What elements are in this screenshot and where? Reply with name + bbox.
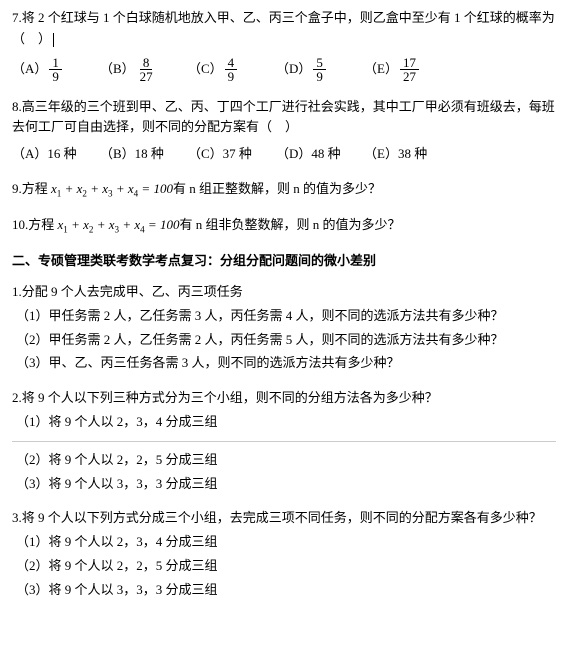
problem-2: 2.将 9 个人以下列三种方式分为三个小组，则不同的分组方法各为多少种？ （1）… (12, 388, 556, 494)
question-10: 10.方程 x1 + x2 + x3 + x4 = 100有 n 组非负整数解，… (12, 215, 556, 237)
q7-text: 7.将 2 个红球与 1 个白球随机地放入甲、乙、丙三个盒子中，则乙盒中至少有 … (12, 8, 556, 50)
q10-formula: x1 + x2 + x3 + x4 = 100 (58, 217, 180, 232)
p2-sub2: （2）将 9 个人以 2，2，5 分成三组 (16, 450, 556, 471)
option-label: （D） (276, 144, 311, 165)
q8-option-b: （B）18 种 (100, 144, 180, 165)
q7-option-a: （A） 19 (12, 56, 92, 83)
option-value: 18 种 (135, 144, 164, 165)
fraction: 49 (225, 56, 238, 83)
p1-sub3: （3）甲、乙、丙三任务各需 3 人，则不同的选派方法共有多少种？ (16, 353, 556, 374)
p1-sub1: （1）甲任务需 2 人，乙任务需 3 人，丙任务需 4 人，则不同的选派方法共有… (16, 306, 556, 327)
option-value: 48 种 (311, 144, 340, 165)
problem-3: 3.将 9 个人以下列方式分成三个小组，去完成三项不同任务，则不同的分配方案各有… (12, 508, 556, 600)
q8-options: （A）16 种 （B）18 种 （C）37 种 （D）48 种 （E）38 种 (12, 144, 556, 165)
q8-text: 8.高三年级的三个班到甲、乙、丙、丁四个工厂进行社会实践，其中工厂甲必须有班级去… (12, 97, 556, 139)
option-label: （C） (188, 144, 223, 165)
p1-text: 1.分配 9 个人去完成甲、乙、丙三项任务 (12, 282, 556, 303)
option-label: （D） (276, 59, 311, 80)
question-7: 7.将 2 个红球与 1 个白球随机地放入甲、乙、丙三个盒子中，则乙盒中至少有 … (12, 8, 556, 83)
q10-prefix: 10.方程 (12, 217, 58, 232)
q7-option-b: （B） 827 (100, 56, 180, 83)
q8-option-a: （A）16 种 (12, 144, 92, 165)
option-value: 38 种 (398, 144, 427, 165)
option-value: 16 种 (47, 144, 76, 165)
q8-option-c: （C）37 种 (188, 144, 268, 165)
fraction: 59 (313, 56, 326, 83)
section-2-title: 二、专硕管理类联考数学考点复习：分组分配问题间的微小差别 (12, 251, 556, 272)
question-9: 9.方程 x1 + x2 + x3 + x4 = 100有 n 组正整数解，则 … (12, 179, 556, 201)
option-label: （A） (12, 144, 47, 165)
option-label: （C） (188, 59, 223, 80)
p1-sub2: （2）甲任务需 2 人，乙任务需 2 人，丙任务需 5 人，则不同的选派方法共有… (16, 330, 556, 351)
option-label: （B） (100, 144, 135, 165)
option-value: 37 种 (223, 144, 252, 165)
p3-sub2: （2）将 9 个人以 2，2，5 分成三组 (16, 556, 556, 577)
divider (12, 441, 556, 442)
q7-options: （A） 19 （B） 827 （C） 49 （D） 59 （E） 1727 (12, 56, 556, 83)
option-label: （E） (364, 59, 398, 80)
q9-formula: x1 + x2 + x3 + x4 = 100 (51, 181, 173, 196)
fraction: 827 (137, 56, 156, 83)
q9-prefix: 9.方程 (12, 181, 51, 196)
fraction: 1727 (400, 56, 419, 83)
q7-option-d: （D） 59 (276, 56, 356, 83)
option-label: （B） (100, 59, 135, 80)
q8-option-e: （E）38 种 (364, 144, 444, 165)
option-label: （A） (12, 59, 47, 80)
q10-suffix: 有 n 组非负整数解，则 n 的值为多少？ (179, 217, 400, 232)
cursor (53, 33, 54, 47)
p3-sub3: （3）将 9 个人以 3，3，3 分成三组 (16, 580, 556, 601)
p2-text: 2.将 9 个人以下列三种方式分为三个小组，则不同的分组方法各为多少种？ (12, 388, 556, 409)
q7-stem: 7.将 2 个红球与 1 个白球随机地放入甲、乙、丙三个盒子中，则乙盒中至少有 … (12, 10, 555, 46)
question-8: 8.高三年级的三个班到甲、乙、丙、丁四个工厂进行社会实践，其中工厂甲必须有班级去… (12, 97, 556, 165)
p3-text: 3.将 9 个人以下列方式分成三个小组，去完成三项不同任务，则不同的分配方案各有… (12, 508, 556, 529)
q7-option-c: （C） 49 (188, 56, 268, 83)
option-label: （E） (364, 144, 398, 165)
q9-suffix: 有 n 组正整数解，则 n 的值为多少？ (173, 181, 381, 196)
problem-1: 1.分配 9 个人去完成甲、乙、丙三项任务 （1）甲任务需 2 人，乙任务需 3… (12, 282, 556, 374)
p2-sub1: （1）将 9 个人以 2，3，4 分成三组 (16, 412, 556, 433)
p3-sub1: （1）将 9 个人以 2，3，4 分成三组 (16, 532, 556, 553)
q8-option-d: （D）48 种 (276, 144, 356, 165)
q7-option-e: （E） 1727 (364, 56, 444, 83)
fraction: 19 (49, 56, 62, 83)
p2-sub3: （3）将 9 个人以 3，3，3 分成三组 (16, 474, 556, 495)
